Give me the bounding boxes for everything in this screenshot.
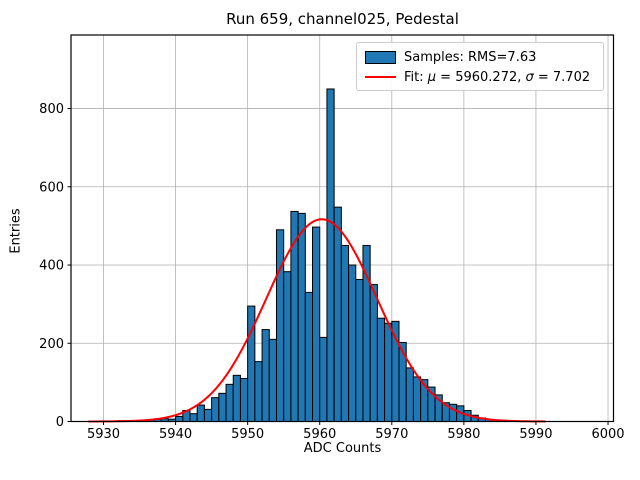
samples-swatch-icon (365, 50, 396, 64)
histogram-bar (297, 212, 306, 422)
histogram-bar (261, 329, 270, 423)
y-tick-label: 0 (56, 415, 64, 430)
histogram-bar (283, 271, 292, 423)
x-tick-label: 5990 (519, 427, 552, 442)
y-tick-label: 800 (39, 102, 64, 117)
fit-curve (88, 218, 546, 423)
histogram-bar (348, 264, 357, 422)
histogram-bar (355, 279, 364, 422)
histogram-bar (239, 377, 249, 422)
histogram-bar (369, 284, 378, 422)
histogram-bar (189, 413, 198, 422)
histogram-bar (319, 336, 328, 423)
histogram-bar (376, 317, 386, 422)
y-axis-label: Entries (8, 208, 24, 254)
histogram-bar (211, 397, 220, 423)
x-tick-label: 5930 (87, 427, 120, 442)
legend: Samples: RMS=7.63 Fit: μ = 5960.272, σ =… (356, 42, 604, 91)
histogram-bar (405, 367, 414, 423)
histogram-bar (232, 374, 241, 422)
chart-title: Run 659, channel025, Pedestal (226, 10, 459, 28)
histogram-bar (304, 291, 314, 422)
histogram-bar (312, 226, 321, 422)
histogram-bar (384, 322, 393, 422)
histogram-bar (412, 376, 422, 422)
histogram-bar (218, 392, 227, 422)
x-tick-label: 5980 (447, 427, 480, 442)
histogram-bar (254, 361, 263, 422)
y-tick-label: 400 (39, 259, 64, 274)
x-tick-label: 6000 (591, 427, 624, 442)
x-tick-label: 5960 (303, 427, 336, 442)
histogram-bar (268, 338, 277, 423)
x-tick-label: 5940 (159, 427, 192, 442)
x-tick-label: 5950 (231, 427, 264, 442)
histogram-bar (333, 206, 342, 422)
histogram-bar (326, 88, 335, 422)
histogram-bar (340, 244, 350, 422)
histogram-bar (225, 383, 234, 422)
legend-item-fit: Fit: μ = 5960.272, σ = 7.702 (365, 67, 603, 87)
histogram-bar (203, 408, 213, 422)
y-tick-label: 200 (39, 337, 64, 352)
histogram-bar (247, 305, 256, 423)
x-tick-label: 5970 (375, 427, 408, 442)
x-axis-label: ADC Counts (303, 441, 382, 456)
fit-line-swatch-icon (365, 76, 396, 78)
histogram-bar (275, 229, 285, 422)
axes-frame (70, 34, 615, 423)
legend-item-samples: Samples: RMS=7.63 (365, 47, 603, 67)
legend-fit-label: Fit: μ = 5960.272, σ = 7.702 (404, 69, 591, 85)
legend-samples-label: Samples: RMS=7.63 (404, 49, 537, 65)
histogram-bar (196, 404, 205, 423)
y-tick-label: 600 (39, 180, 64, 195)
histogram-bar (175, 415, 184, 423)
